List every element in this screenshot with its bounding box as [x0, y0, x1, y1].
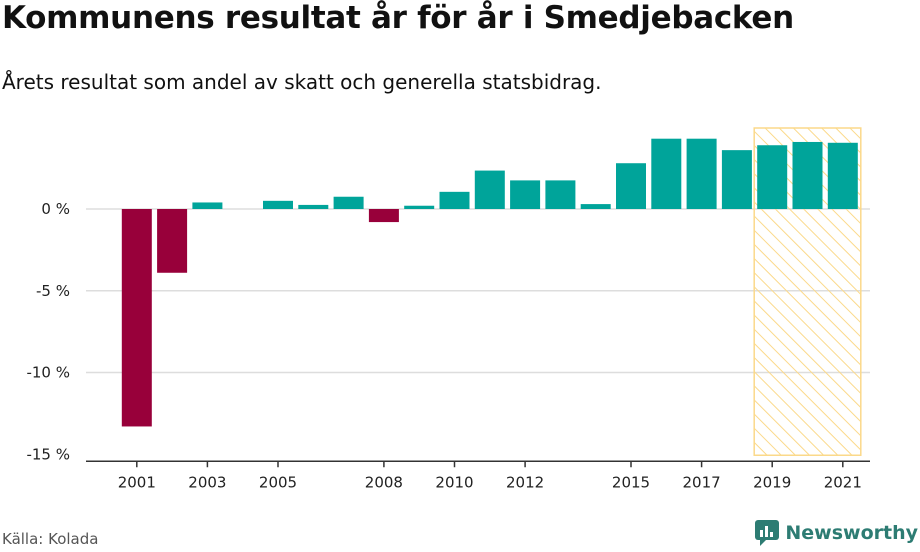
x-tick-label: 2021: [824, 473, 862, 491]
bar-2014: [580, 204, 611, 209]
bar-2009: [404, 205, 435, 209]
x-tick-label: 2015: [612, 473, 650, 491]
bar-2010: [439, 191, 470, 209]
bar-2013: [545, 180, 576, 209]
bar-2011: [474, 170, 505, 209]
chart-subtitle: Årets resultat som andel av skatt och ge…: [2, 70, 602, 94]
axes: 0 % -5 % -10 % -15 % 2001 2003 2005 2008 2010 201…: [26, 200, 870, 491]
y-tick-label: -10 %: [26, 364, 70, 382]
bar-2021: [827, 142, 858, 209]
x-tick-label: 2019: [753, 473, 791, 491]
source-note: Källa: Kolada: [2, 530, 99, 548]
x-tick-label: 2008: [365, 473, 403, 491]
chart-title: Kommunens resultat år för år i Smedjebac…: [2, 0, 794, 36]
bar-2020: [792, 141, 823, 209]
x-tick-label: 2012: [506, 473, 544, 491]
bar-2001: [121, 209, 152, 427]
bar-2019: [757, 145, 788, 209]
brand-name: Newsworthy: [785, 522, 918, 544]
y-tick-label: -5 %: [36, 282, 70, 300]
x-tick-label: 2005: [259, 473, 297, 491]
bar-2006: [298, 204, 329, 209]
bars: [121, 138, 858, 427]
bar-2002: [157, 209, 188, 273]
y-tick-label: -15 %: [26, 445, 70, 463]
bar-2007: [333, 196, 364, 209]
x-tick-label: 2001: [118, 473, 156, 491]
bar-2008: [368, 209, 399, 223]
newsworthy-icon: [755, 520, 780, 546]
x-tick-label: 2017: [683, 473, 721, 491]
bar-2018: [721, 150, 752, 209]
newsworthy-logo[interactable]: Newsworthy: [755, 520, 918, 546]
bar-2005: [263, 200, 293, 209]
gridlines: [86, 208, 870, 374]
bar-2003: [192, 202, 223, 209]
x-tick-label: 2010: [435, 473, 473, 491]
y-tick-label: 0 %: [41, 200, 70, 218]
bar-2012: [510, 180, 541, 209]
bar-2017: [686, 138, 717, 209]
bar-2016: [651, 138, 682, 209]
bar-2015: [616, 163, 646, 209]
x-tick-label: 2003: [188, 473, 226, 491]
